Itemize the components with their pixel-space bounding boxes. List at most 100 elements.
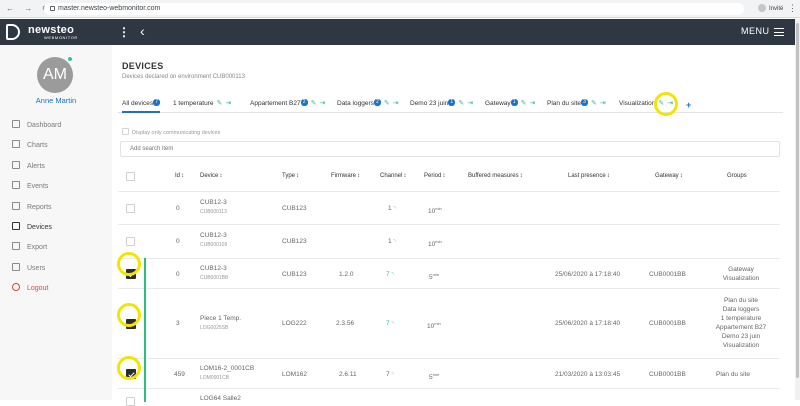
edit-icon[interactable]: ✎ xyxy=(216,100,223,107)
highlight-circle xyxy=(117,252,141,276)
tab-1-temperature[interactable]: 1 temperature ✎ ⇥ xyxy=(173,97,231,113)
communicating-filter[interactable]: Display only communicating devices xyxy=(122,128,220,136)
sidebar-item-events[interactable]: Events xyxy=(12,181,48,193)
period-value: 10 xyxy=(428,241,436,248)
cell-channel: 7 ◝ xyxy=(386,270,394,280)
logo-mark-icon xyxy=(6,24,20,40)
share-icon[interactable]: ⇥ xyxy=(599,100,606,107)
period-unit: min xyxy=(432,372,440,377)
share-icon[interactable]: ⇥ xyxy=(319,100,326,107)
cell-channel: 1 ◝ xyxy=(388,237,396,247)
browser-nav-icons[interactable]: ← → ⟳ xyxy=(6,4,54,13)
cell-type: CUB123 xyxy=(282,238,307,245)
table-row[interactable]: 0 CUB12-3 CUB0001BB CUB123 1.2.0 7 ◝ 5min… xyxy=(118,258,780,288)
address-bar[interactable]: master.newsteo-webmonitor.com xyxy=(44,3,744,15)
tab-appartement-b27[interactable]: Appartement B27 2 ✎ ⇥ xyxy=(250,97,325,113)
page-scrollbar[interactable] xyxy=(795,19,800,400)
tab-count-badge: 3 xyxy=(580,99,588,106)
url-text: master.newsteo-webmonitor.com xyxy=(58,5,161,12)
edit-icon[interactable]: ✎ xyxy=(383,100,390,107)
sidebar-item-devices[interactable]: Devices xyxy=(12,222,52,234)
share-icon[interactable]: ⇥ xyxy=(529,100,536,107)
avatar[interactable]: AM xyxy=(37,57,73,93)
group-label: Visualization xyxy=(722,342,760,349)
tab-gateway[interactable]: Gateway 1 ✎ ⇥ xyxy=(485,97,535,113)
browser-menu-icon[interactable]: ⋮ xyxy=(788,3,797,13)
edit-icon[interactable]: ✎ xyxy=(310,100,317,107)
grid-icon xyxy=(12,222,20,230)
group-label: Gateway xyxy=(728,266,754,273)
tab-label: Appartement B27 xyxy=(250,100,301,107)
cell-gateway: CUB0001BB xyxy=(649,271,686,278)
edit-icon[interactable]: ✎ xyxy=(520,100,527,107)
cell-period: 5min xyxy=(429,270,439,282)
tab-all-devices[interactable]: All devices 7 xyxy=(122,97,161,113)
tab-label: Demo 23 juin xyxy=(410,100,449,107)
export-icon xyxy=(12,242,20,250)
share-icon[interactable]: ⇥ xyxy=(392,100,399,107)
column-header-firmware[interactable]: Firmware xyxy=(331,173,360,179)
tab-plan-du-site[interactable]: Plan du site 3 ✎ ⇥ xyxy=(547,97,606,113)
tab-count-badge: 2 xyxy=(300,99,308,106)
tab-data-loggers[interactable]: Data loggers 2 ✎ ⇥ xyxy=(337,97,399,113)
column-header-buffered-measures[interactable]: Buffered measures xyxy=(468,173,523,179)
user-name[interactable]: Anne Martin xyxy=(35,96,77,105)
bell-icon xyxy=(12,161,20,169)
share-icon[interactable]: ⇥ xyxy=(467,100,474,107)
column-header-period[interactable]: Period xyxy=(424,173,445,179)
menu-label[interactable]: MENU xyxy=(741,26,770,36)
chevron-left-icon[interactable]: ‹ xyxy=(140,23,145,39)
active-rows-indicator xyxy=(144,258,146,402)
scrollbar-thumb[interactable] xyxy=(796,23,799,378)
sidebar-item-export[interactable]: Export xyxy=(12,242,47,254)
add-group-icon[interactable]: + xyxy=(686,100,692,110)
table-row[interactable]: 459 LOM16-2_0001CB LOM0001CB LOM162 2.6.1… xyxy=(118,358,780,388)
sidebar-item-reports[interactable]: Reports xyxy=(12,202,52,214)
table-row[interactable]: 0 CUB12-3 CUB000109 CUB123 1 ◝ 10min xyxy=(118,224,780,258)
row-checkbox[interactable] xyxy=(126,397,135,406)
row-checkbox[interactable] xyxy=(126,204,135,213)
cell-device: Piece 1 Temp. LOG0025SB xyxy=(200,314,241,333)
communicating-checkbox[interactable] xyxy=(122,128,129,135)
page-title: DEVICES xyxy=(122,61,164,71)
cell-channel: 7 ◝ xyxy=(386,319,394,329)
select-all-checkbox[interactable] xyxy=(126,172,135,181)
device-name: Piece 1 Temp. xyxy=(200,315,242,322)
column-header-channel[interactable]: Channel xyxy=(380,173,406,179)
period-unit: min xyxy=(435,206,442,211)
cell-gateway: CUB0001BB xyxy=(649,320,686,327)
sidebar-item-users[interactable]: Users xyxy=(12,263,45,275)
table-row[interactable]: 3 Piece 1 Temp. LOG0025SB LOG222 2.3.56 7… xyxy=(118,288,780,358)
channel-value: 1 xyxy=(388,238,392,245)
group-label: Appartement B27 xyxy=(715,324,767,331)
sidebar-item-label: Alerts xyxy=(27,163,45,170)
sidebar-item-label: Reports xyxy=(27,204,52,211)
table-row[interactable]: 0 CUB12-3 CUB000113 CUB123 1 ◝ 10min xyxy=(118,191,780,224)
device-name: CUB12-3 xyxy=(200,199,227,206)
column-header-type[interactable]: Type xyxy=(282,173,299,179)
sidebar-item-label: Events xyxy=(27,183,49,190)
edit-icon[interactable]: ✎ xyxy=(458,100,465,107)
column-header-gateway[interactable]: Gateway xyxy=(655,173,683,179)
cell-last-presence: 25/06/2020 à 17:18:40 xyxy=(555,271,621,278)
column-header-id[interactable]: Id xyxy=(175,173,184,179)
hamburger-icon[interactable] xyxy=(774,28,784,36)
cell-gateway: CUB0001BB xyxy=(649,371,686,378)
period-value: 10 xyxy=(427,323,435,330)
share-icon[interactable]: ⇥ xyxy=(225,100,232,107)
sidebar-item-charts[interactable]: Charts xyxy=(12,140,48,152)
search-input[interactable]: Add search item xyxy=(120,141,780,157)
row-checkbox[interactable] xyxy=(126,237,135,246)
column-header-device[interactable]: Device xyxy=(200,173,222,179)
tab-demo-23-juin[interactable]: Demo 23 juin 1 ✎ ⇥ xyxy=(410,97,473,113)
sidebar-item-logout[interactable]: Logout xyxy=(12,283,48,295)
edit-icon[interactable]: ✎ xyxy=(590,100,597,107)
sidebar-item-dashboard[interactable]: Dashboard xyxy=(12,120,61,132)
newsteo-logo[interactable]: newsteo WEBMONITOR xyxy=(4,22,96,42)
column-header-last-presence[interactable]: Last presence xyxy=(568,173,610,179)
more-vertical-icon[interactable]: ⋮ xyxy=(118,25,130,39)
tab-count-badge: 1 xyxy=(448,99,456,106)
channel-value: 1 xyxy=(388,205,392,212)
profile-button[interactable]: Invité xyxy=(758,4,783,14)
sidebar-item-alerts[interactable]: Alerts xyxy=(12,161,45,173)
